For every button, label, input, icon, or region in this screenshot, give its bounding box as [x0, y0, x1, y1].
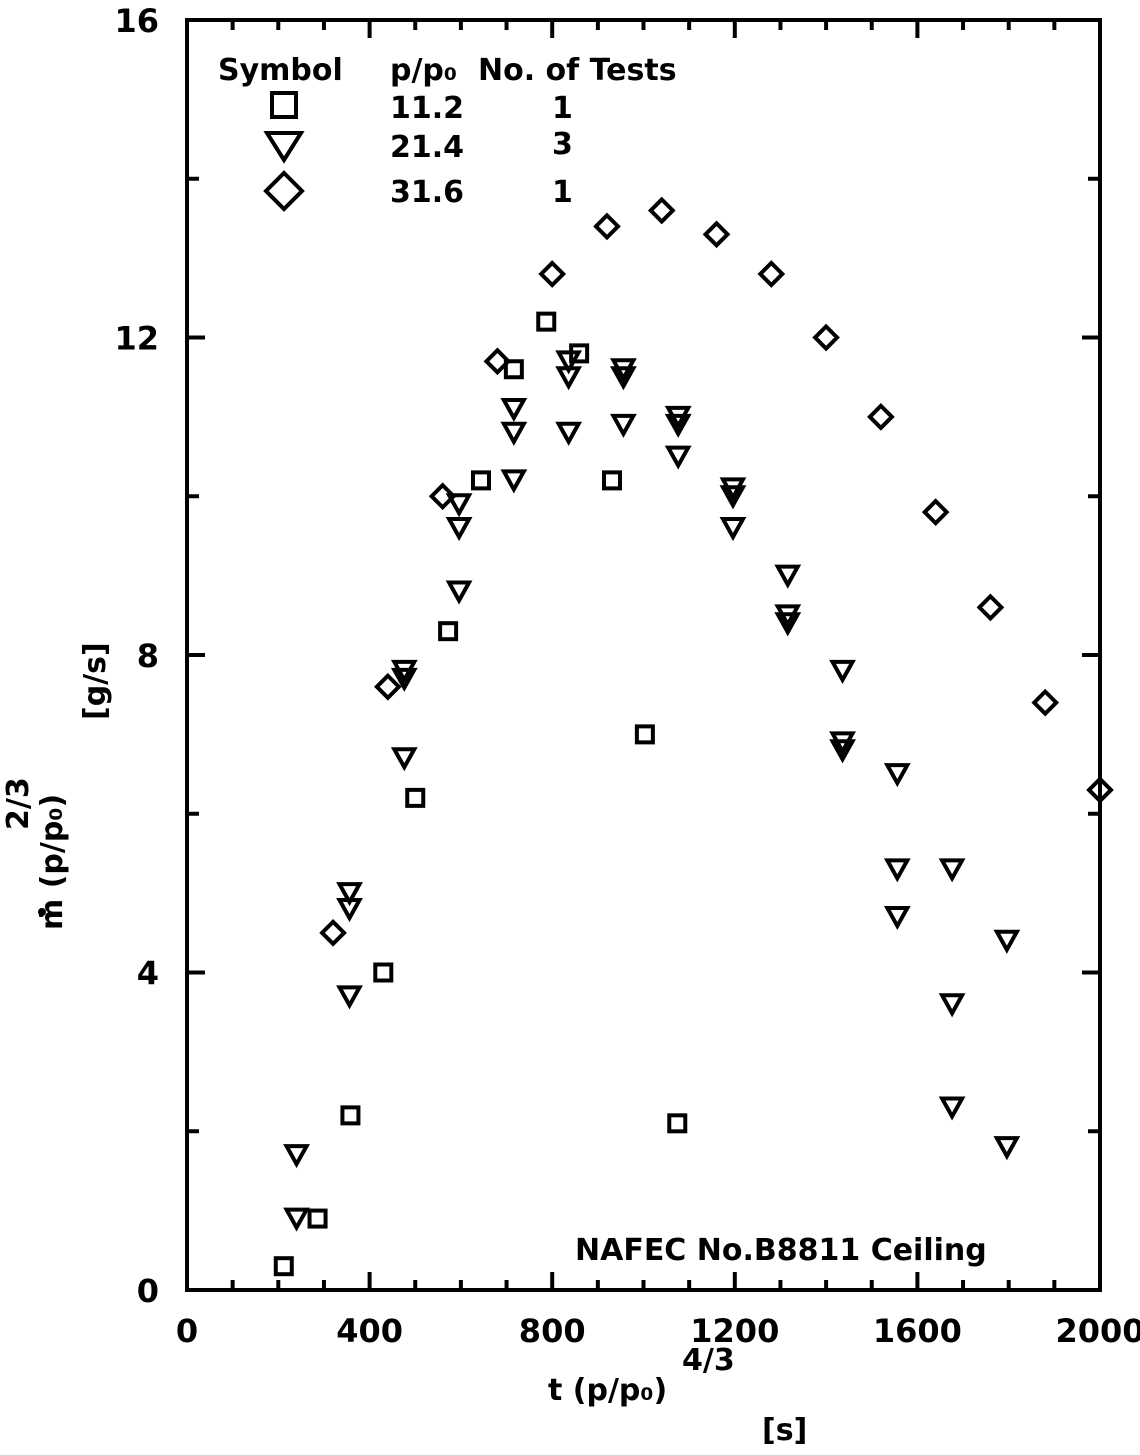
data-points: [38, 196, 1114, 1277]
triangle-point: [555, 366, 583, 391]
triangle-point: [555, 350, 583, 375]
x-axis-unit: [s]: [762, 1413, 807, 1448]
legend: Symbol p/p₀ No. of Tests 11.2 1 21.4 3 3…: [218, 53, 677, 212]
triangle-point: [390, 667, 418, 692]
triangle-point: [719, 485, 747, 510]
triangle-point: [829, 659, 856, 684]
triangle-point: [500, 421, 528, 446]
legend-tests-2: 3: [552, 127, 573, 162]
axis-ticks: [185, 18, 1102, 1292]
legend-ratio-1: 11.2: [390, 91, 464, 126]
diamond-point: [647, 196, 676, 225]
triangle-point: [283, 1207, 310, 1232]
y-tick-label: 12: [114, 320, 159, 358]
x-tick-label: 800: [519, 1312, 586, 1350]
triangle-point: [336, 898, 363, 923]
legend-ratio-3: 31.6: [390, 175, 464, 210]
triangle-point: [993, 1136, 1021, 1161]
y-axis-label-exponent: 2/3: [1, 777, 36, 830]
chart-annotation: NAFEC No.B8811 Ceiling: [575, 1233, 987, 1268]
square-point: [273, 1256, 294, 1277]
x-tick-label: 1600: [873, 1312, 962, 1350]
x-tick-label: 1200: [690, 1312, 779, 1350]
y-tick-label: 4: [137, 955, 159, 993]
diamond-point: [812, 323, 840, 352]
diamond-point: [867, 403, 895, 431]
diamond-point: [702, 220, 731, 249]
legend-tests-3: 1: [552, 175, 573, 210]
diamond-point: [921, 498, 950, 526]
triangle-point: [938, 993, 966, 1018]
triangle-point: [390, 747, 418, 772]
legend-header-ratio: p/p₀: [390, 53, 457, 88]
triangle-point: [610, 413, 637, 438]
triangle-point: [664, 413, 692, 438]
legend-square-icon: [270, 91, 298, 119]
legend-triangle-icon: [263, 131, 305, 164]
legend-header-symbol: Symbol: [218, 53, 343, 88]
triangle-point: [445, 493, 473, 518]
triangle-point: [283, 1144, 310, 1169]
x-axis-label-exponent: 4/3: [682, 1343, 735, 1378]
triangle-point: [336, 882, 363, 907]
square-point: [405, 787, 426, 808]
triangle-point: [664, 445, 692, 470]
tick-labels: 0 400 800 1200 1600 2000 0 4 8 12 16: [114, 2, 1140, 1350]
square-point: [438, 621, 459, 642]
triangle-point: [719, 517, 747, 542]
triangle-point: [774, 612, 802, 637]
x-axis-label: t (p/p₀): [548, 1373, 667, 1408]
legend-header-tests: No. of Tests: [478, 53, 677, 88]
diamond-point: [593, 212, 621, 241]
triangle-point: [555, 421, 583, 446]
diamond-point: [428, 482, 457, 511]
y-axis-label: ṁ (p/p₀): [35, 794, 70, 930]
diamond-point: [374, 672, 402, 701]
square-point: [470, 470, 491, 491]
legend-diamond-icon: [263, 170, 305, 212]
triangle-point: [938, 1096, 966, 1121]
triangle-point: [938, 858, 966, 883]
diamond-point: [538, 260, 567, 288]
y-axis-unit: [g/s]: [78, 642, 113, 720]
legend-ratio-2: 21.4: [390, 130, 464, 165]
triangle-point: [829, 739, 856, 764]
x-tick-label: 400: [336, 1312, 403, 1350]
triangle-point: [610, 366, 637, 391]
square-point: [373, 962, 394, 983]
triangle-point: [774, 564, 802, 589]
y-label-dot: [38, 908, 46, 916]
triangle-point: [883, 763, 911, 788]
triangle-point: [445, 580, 473, 605]
triangle-point: [993, 929, 1021, 954]
square-point: [634, 724, 655, 745]
y-tick-label: 0: [137, 1272, 159, 1310]
triangle-point: [500, 397, 528, 423]
y-tick-label: 16: [114, 2, 159, 40]
square-point: [307, 1208, 328, 1229]
diamond-point: [1031, 688, 1060, 717]
triangle-point: [336, 985, 363, 1010]
y-tick-label: 8: [137, 637, 159, 675]
square-point: [340, 1105, 361, 1126]
square-point: [667, 1113, 688, 1134]
x-tick-label: 2000: [1055, 1312, 1140, 1350]
square-point: [503, 359, 524, 380]
legend-tests-1: 1: [552, 91, 573, 126]
diamond-point: [976, 593, 1005, 622]
x-tick-label: 0: [176, 1312, 198, 1350]
diamond-point: [483, 347, 512, 376]
triangle-point: [445, 517, 473, 542]
diamond-point: [757, 260, 786, 288]
square-point: [536, 311, 557, 332]
triangle-point: [500, 469, 528, 494]
triangle-point: [883, 905, 911, 931]
triangle-point: [883, 858, 911, 883]
square-point: [602, 470, 623, 491]
diamond-point: [1086, 776, 1114, 804]
diamond-point: [319, 918, 347, 947]
